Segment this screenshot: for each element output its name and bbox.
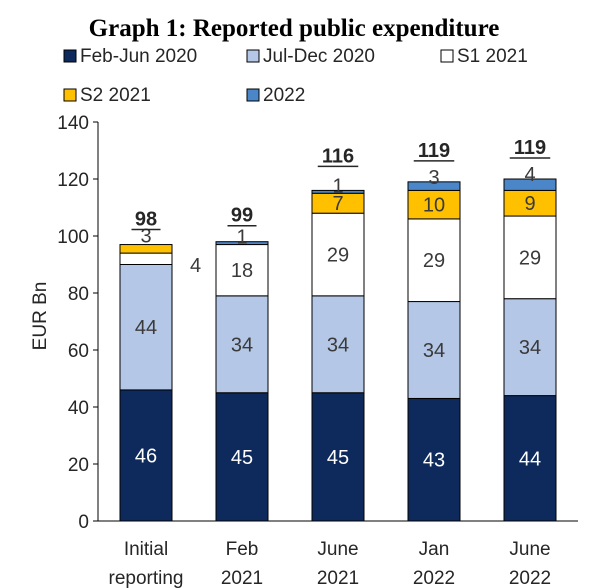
data-label: 34	[231, 334, 253, 356]
bar-segment	[407, 181, 461, 191]
bar-stack: 45 34 18 199	[215, 205, 269, 522]
bar-segment	[503, 215, 557, 300]
legend-item: S2 2021	[63, 85, 151, 106]
chart-title: Graph 1: Reported public expenditure	[89, 15, 500, 42]
total-label: 116	[322, 145, 354, 167]
x-axis: Initial reporting Feb 2021 June 2021 Jan 2022 Ju…	[98, 520, 578, 588]
y-axis: 0 20 40 60 80 100 120 140	[57, 113, 99, 533]
y-axis-label: EUR Bn	[30, 282, 51, 351]
data-label: 45	[327, 447, 349, 469]
legend-swatch	[246, 88, 260, 102]
legend-item: Feb-Jun 2020	[63, 46, 197, 67]
x-tick-label: Jan 2022	[413, 539, 455, 588]
data-label: 10	[423, 195, 445, 217]
bar-segment	[407, 397, 461, 522]
bar-segment	[311, 189, 365, 194]
bar-segment	[407, 301, 461, 399]
legend: Feb-Jun 2020 Jul-Dec 2020 S1 2021 S2 2021 20…	[63, 46, 528, 106]
bar-segment	[407, 218, 461, 303]
bar-segment	[311, 392, 365, 522]
y-tick-label: 100	[57, 227, 89, 248]
data-label: 34	[423, 340, 445, 362]
data-label: 34	[519, 337, 541, 359]
bar-segment	[119, 389, 173, 522]
data-label: 34	[327, 334, 349, 356]
data-label: 9	[524, 193, 535, 215]
legend-label: S2 2021	[80, 85, 151, 106]
x-tick-label: Initial reporting	[109, 539, 184, 588]
y-tick-label: 60	[68, 341, 89, 362]
total-label: 119	[514, 137, 546, 159]
legend-label: 2022	[263, 85, 305, 106]
data-label: 7	[332, 193, 343, 215]
data-label: 44	[519, 448, 541, 470]
bar-segment	[119, 264, 173, 391]
bar-segment	[119, 252, 173, 266]
bars: 4644439845341819945342971116433429103119…	[119, 137, 557, 522]
legend-label: S1 2021	[457, 46, 528, 67]
data-label: 44	[135, 317, 157, 339]
bar-segment	[311, 212, 365, 297]
data-label: 29	[327, 245, 349, 267]
x-tick-label: June 2022	[509, 539, 551, 588]
bar-segment	[311, 295, 365, 394]
legend-item: S1 2021	[440, 46, 528, 67]
data-label: 3	[428, 167, 439, 189]
y-tick-label: 0	[78, 512, 89, 533]
data-label: 46	[135, 445, 157, 467]
legend-item: Jul-Dec 2020	[246, 46, 375, 67]
data-label: 43	[423, 450, 445, 472]
data-label: 4	[190, 255, 201, 277]
data-label: 45	[231, 447, 253, 469]
data-label: 3	[140, 226, 151, 248]
x-tick-label: Feb 2021	[221, 539, 263, 588]
bar-segment	[503, 178, 557, 191]
legend-swatch	[440, 49, 454, 63]
x-tick-label: June 2021	[317, 539, 359, 588]
y-tick-label: 20	[68, 455, 89, 476]
bar-stack: 43 34 29 10 3 119	[407, 140, 461, 522]
legend-swatch	[63, 88, 77, 102]
y-tick-label: 40	[68, 398, 89, 419]
data-label: 29	[519, 247, 541, 269]
data-label: 29	[423, 250, 445, 272]
legend-label: Jul-Dec 2020	[263, 46, 375, 67]
data-label: 1	[236, 227, 247, 249]
bar-segment	[215, 241, 269, 246]
bar-segment	[407, 189, 461, 220]
bar-stack: 44 34 29 9 4 119	[503, 137, 557, 522]
legend-swatch	[246, 49, 260, 63]
data-label: 4	[524, 164, 535, 186]
legend-label: Feb-Jun 2020	[80, 46, 197, 67]
legend-swatch	[63, 49, 77, 63]
data-label: 1	[332, 175, 343, 197]
legend-item: 2022	[246, 85, 305, 106]
total-label: 119	[418, 140, 450, 162]
bar-segment	[215, 244, 269, 297]
bar-segment	[503, 395, 557, 522]
y-tick-label: 140	[57, 113, 89, 134]
total-label: 99	[231, 205, 253, 227]
y-tick-label: 120	[57, 170, 89, 191]
data-label: 18	[231, 260, 253, 282]
y-tick-label: 80	[68, 284, 89, 305]
bar-segment	[119, 244, 173, 254]
bar-stack: 45 34 29 71 116	[311, 145, 365, 522]
total-label: 98	[135, 209, 157, 231]
